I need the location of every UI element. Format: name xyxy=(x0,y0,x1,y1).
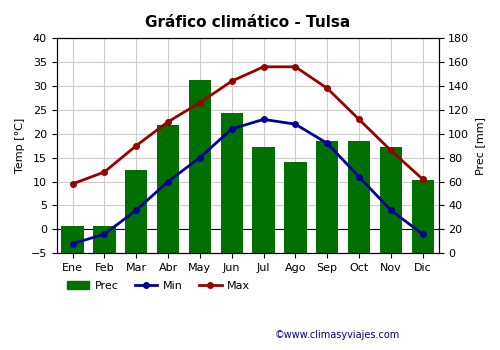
Bar xyxy=(252,147,274,253)
Title: Gráfico climático - Tulsa: Gráfico climático - Tulsa xyxy=(145,15,350,30)
Bar xyxy=(157,125,179,253)
Bar xyxy=(188,80,211,253)
Bar xyxy=(94,226,116,253)
Bar xyxy=(348,141,370,253)
Bar xyxy=(316,141,338,253)
Bar xyxy=(284,162,306,253)
Bar xyxy=(380,147,402,253)
Legend: Prec, Min, Max: Prec, Min, Max xyxy=(62,276,254,295)
Bar xyxy=(125,170,148,253)
Bar xyxy=(220,113,243,253)
Text: ©www.climasyviajes.com: ©www.climasyviajes.com xyxy=(275,329,400,340)
Bar xyxy=(412,180,434,253)
Bar xyxy=(62,226,84,253)
Y-axis label: Prec [mm]: Prec [mm] xyxy=(475,117,485,175)
Y-axis label: Temp [°C]: Temp [°C] xyxy=(15,118,25,173)
